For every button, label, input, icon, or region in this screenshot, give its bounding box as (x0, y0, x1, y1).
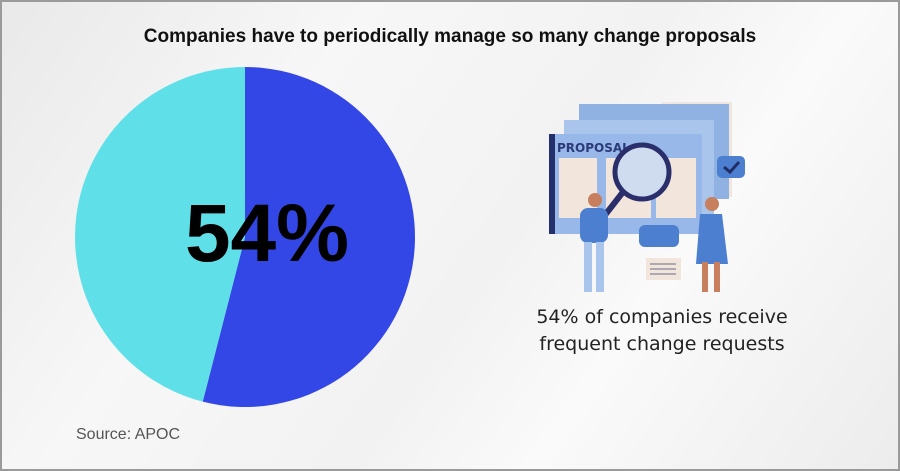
pie-slice-1 (202, 67, 415, 407)
proposal-text: PROPOSAL (557, 141, 630, 155)
magnifier-icon (612, 142, 672, 202)
caption-line-1: 54% of companies receive (536, 306, 788, 328)
center-percent-label: 54% (184, 188, 350, 279)
caption-line-2: frequent change requests (539, 333, 785, 355)
proposal-illustration: PROPOSAL (549, 102, 745, 292)
pie-slice-2 (74, 67, 245, 402)
source-note: Source: APOC (76, 426, 181, 443)
checkmark-bubble-icon (717, 156, 745, 178)
chat-bubble-icon (639, 225, 679, 247)
woman-figure (696, 214, 728, 264)
man-figure (580, 208, 608, 243)
chart-title: Companies have to periodically manage so… (143, 26, 757, 47)
caption: 54% of companies receive frequent change… (507, 304, 817, 358)
